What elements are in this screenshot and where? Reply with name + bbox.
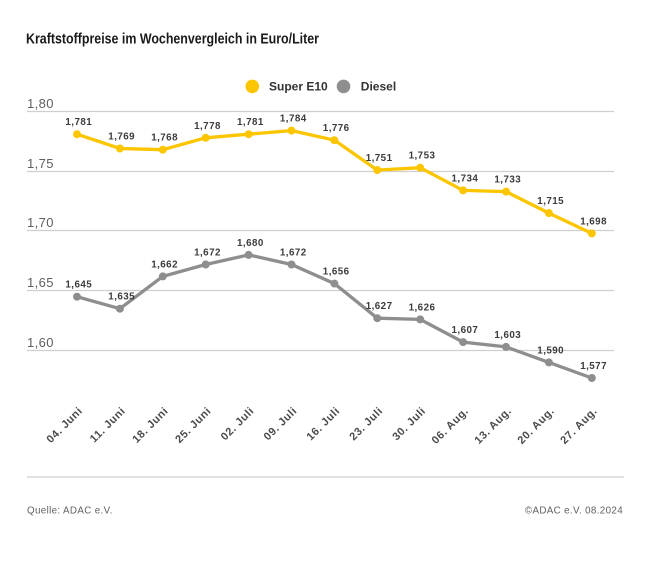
svg-text:1,603: 1,603 <box>494 330 521 341</box>
svg-text:1,65: 1,65 <box>27 275 54 290</box>
svg-text:23. Juli: 23. Juli <box>347 405 385 443</box>
svg-text:1,778: 1,778 <box>194 121 221 132</box>
svg-text:1,784: 1,784 <box>280 114 307 125</box>
svg-text:06. Aug.: 06. Aug. <box>430 405 472 447</box>
svg-text:1,768: 1,768 <box>151 133 178 144</box>
svg-text:16. Juli: 16. Juli <box>305 405 343 443</box>
svg-text:04. Juni: 04. Juni <box>45 405 86 446</box>
svg-text:09. Juli: 09. Juli <box>262 405 300 443</box>
svg-text:1,60: 1,60 <box>27 335 54 350</box>
svg-text:1,80: 1,80 <box>27 96 54 111</box>
svg-text:1,662: 1,662 <box>151 259 178 270</box>
svg-text:1,645: 1,645 <box>65 280 92 291</box>
svg-text:1,672: 1,672 <box>280 248 307 259</box>
svg-text:02. Juli: 02. Juli <box>219 405 257 443</box>
svg-text:18. Juni: 18. Juni <box>130 405 171 446</box>
svg-text:1,577: 1,577 <box>580 361 607 372</box>
svg-text:1,590: 1,590 <box>537 345 564 356</box>
svg-text:1,769: 1,769 <box>108 132 135 143</box>
svg-text:1,626: 1,626 <box>409 302 436 313</box>
svg-text:1,781: 1,781 <box>65 117 92 128</box>
svg-text:11. Juni: 11. Juni <box>88 405 128 445</box>
svg-text:30. Juli: 30. Juli <box>390 405 428 443</box>
svg-text:1,753: 1,753 <box>409 151 436 162</box>
svg-text:13. Aug.: 13. Aug. <box>473 405 515 447</box>
svg-text:1,607: 1,607 <box>452 325 479 336</box>
svg-text:1,698: 1,698 <box>580 216 607 227</box>
svg-text:1,781: 1,781 <box>237 117 264 128</box>
svg-text:1,715: 1,715 <box>537 196 564 207</box>
svg-text:1,627: 1,627 <box>366 301 393 312</box>
svg-text:20. Aug.: 20. Aug. <box>515 405 557 447</box>
svg-text:©ADAC e.V. 08.2024: ©ADAC e.V. 08.2024 <box>525 506 623 517</box>
svg-text:1,776: 1,776 <box>323 123 350 134</box>
svg-text:1,635: 1,635 <box>108 292 135 303</box>
svg-text:27. Aug.: 27. Aug. <box>558 405 600 447</box>
svg-text:1,734: 1,734 <box>452 173 479 184</box>
svg-text:1,680: 1,680 <box>237 238 264 249</box>
svg-text:Super E10: Super E10 <box>269 80 328 94</box>
svg-text:1,751: 1,751 <box>366 153 393 164</box>
svg-text:1,75: 1,75 <box>27 156 54 171</box>
svg-text:Kraftstoffpreise im Wochenverg: Kraftstoffpreise im Wochenvergleich in E… <box>26 32 319 48</box>
svg-text:Diesel: Diesel <box>361 80 396 94</box>
svg-text:25. Juni: 25. Juni <box>173 405 214 446</box>
svg-text:1,733: 1,733 <box>494 175 521 186</box>
svg-text:1,672: 1,672 <box>194 248 221 259</box>
svg-text:Quelle: ADAC e.V.: Quelle: ADAC e.V. <box>27 506 113 517</box>
svg-text:1,70: 1,70 <box>27 215 54 230</box>
svg-text:1,656: 1,656 <box>323 267 350 278</box>
